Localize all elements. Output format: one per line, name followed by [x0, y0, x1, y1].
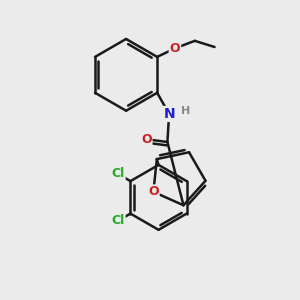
- Text: Cl: Cl: [111, 214, 124, 227]
- Text: N: N: [163, 107, 175, 121]
- Text: O: O: [169, 42, 180, 55]
- Text: O: O: [148, 185, 159, 198]
- Text: O: O: [141, 133, 152, 146]
- Text: Cl: Cl: [111, 167, 124, 181]
- Text: H: H: [181, 106, 190, 116]
